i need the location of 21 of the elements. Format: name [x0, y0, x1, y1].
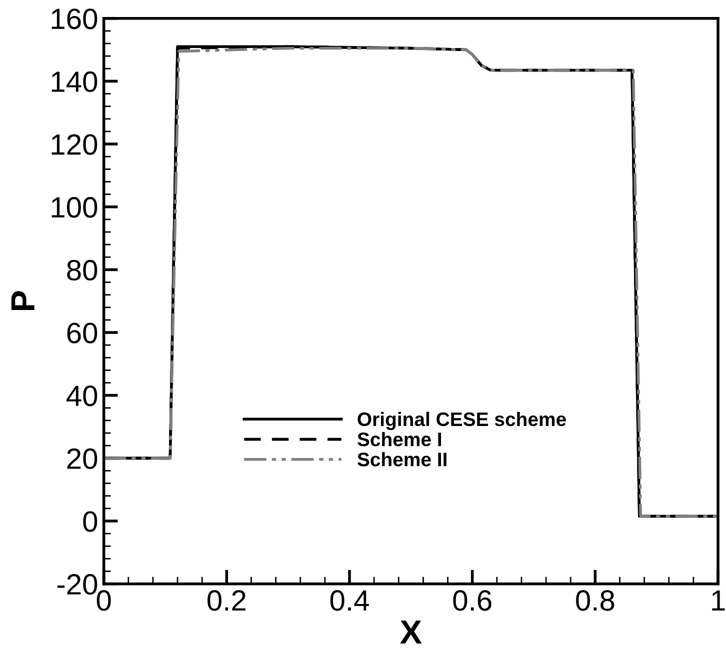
x-tick-label: 0.8 [576, 590, 614, 611]
y-tick-label: 40 [66, 386, 98, 406]
y-axis-title: P [11, 291, 34, 310]
x-tick-label: 1 [712, 590, 725, 611]
y-tick-label: 160 [52, 8, 98, 30]
legend-label: Scheme I [357, 432, 442, 446]
y-tick-label: 100 [52, 197, 98, 218]
legend-label: Scheme II [357, 452, 446, 466]
x-tick-label: 0 [96, 590, 111, 611]
y-tick-label: -20 [57, 574, 98, 595]
y-tick-label: 60 [67, 322, 98, 344]
legend-label: Original CESE scheme [358, 412, 566, 430]
y-tick-label: 20 [67, 448, 98, 470]
y-tick-label: 140 [52, 71, 98, 92]
x-tick-label: 0.6 [453, 590, 492, 611]
x-tick-label: 0.2 [208, 590, 246, 611]
y-tick-label: 120 [52, 134, 98, 155]
y-tick-label: 80 [67, 260, 98, 281]
y-tick-label: 0 [83, 511, 98, 532]
x-tick-label: 0.4 [330, 590, 369, 611]
x-axis-title: X [400, 620, 422, 644]
